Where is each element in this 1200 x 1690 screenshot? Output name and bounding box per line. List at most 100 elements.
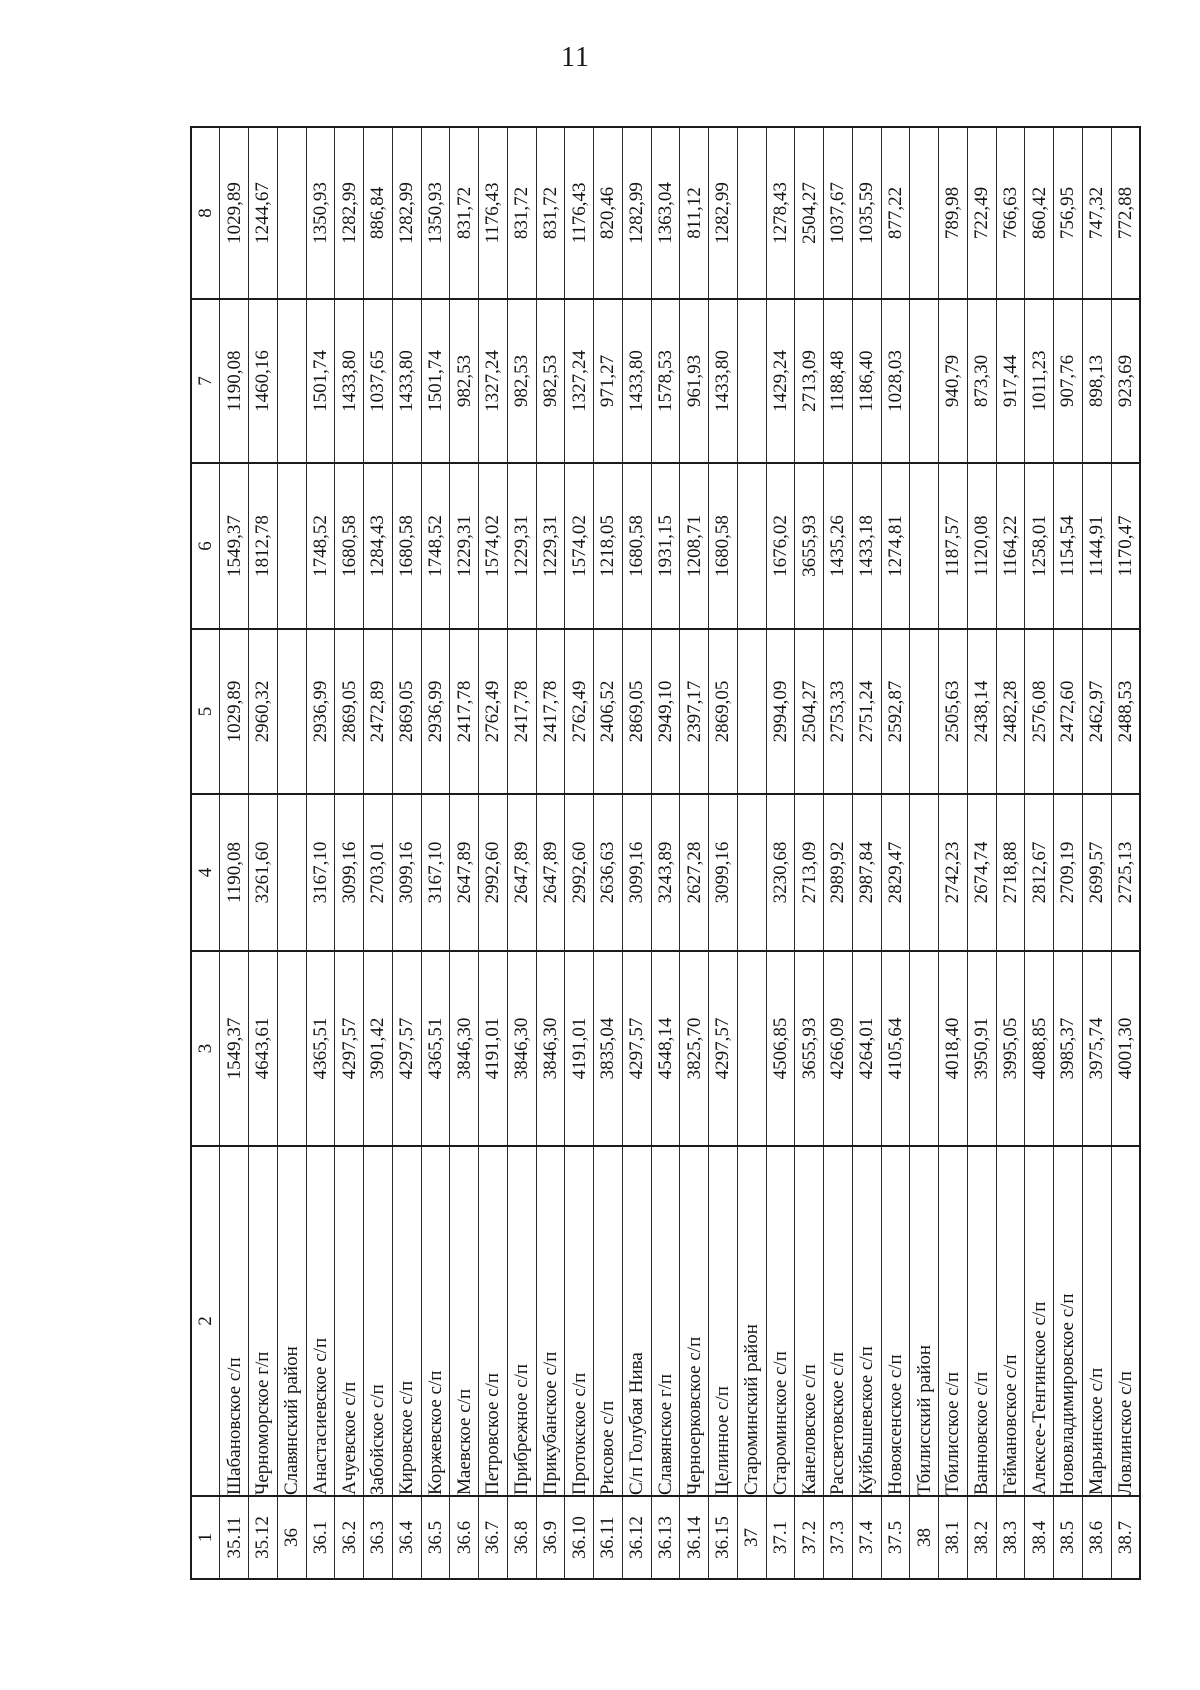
value-cell-col4: 2703,01: [363, 794, 393, 951]
table-row: 37.5 Новоясенское с/п 4105,64 2829,47 2592,8…: [881, 127, 910, 1579]
value-cell-col4: 2647,89: [507, 794, 536, 951]
value-cell-col4: 3167,10: [306, 794, 335, 951]
value-cell-col4: 2713,09: [794, 794, 824, 951]
value-cell-col7: 1578,53: [651, 299, 680, 463]
value-cell-col8: 886,84: [363, 127, 393, 299]
value-cell-col8: 1282,99: [392, 127, 421, 299]
value-cell-col4: 2992,60: [478, 794, 508, 951]
value-cell-col5: 2949,10: [651, 629, 680, 794]
value-cell-col3: 4105,64: [881, 951, 910, 1146]
value-cell-col4: 2647,89: [449, 794, 479, 951]
value-cell-col8: 831,72: [536, 127, 565, 299]
value-cell-col3: 3835,04: [593, 951, 623, 1146]
value-cell-col4: 2647,89: [536, 794, 565, 951]
value-cell-col6: 1229,31: [536, 463, 565, 629]
value-cell-col4: 3099,16: [334, 794, 364, 951]
value-cell-col7: 917,44: [996, 299, 1025, 463]
row-number-cell: 35.11: [219, 1496, 249, 1579]
value-cell-col8: 1176,43: [478, 127, 508, 299]
value-cell-col7: 898,13: [1082, 299, 1111, 463]
row-number-cell: 36.6: [449, 1496, 479, 1579]
value-cell-col3: 3825,70: [679, 951, 709, 1146]
value-cell-col4: 3243,89: [651, 794, 680, 951]
value-cell-col8: [737, 127, 766, 299]
value-cell-col8: [909, 127, 939, 299]
table-row: 36.3 Забойское с/п 3901,42 2703,01 2472,89 12…: [363, 127, 393, 1579]
row-number-cell: 37.5: [881, 1496, 910, 1579]
value-cell-col5: 2397,17: [679, 629, 709, 794]
table-row: 35.12 Черноморское г/п 4643,61 3261,60 2960,…: [248, 127, 278, 1579]
value-cell-col3: 4643,61: [248, 951, 278, 1146]
value-cell-col3: 4365,51: [421, 951, 450, 1146]
column-header-4: 4: [191, 794, 220, 951]
row-number-cell: 38.3: [996, 1496, 1025, 1579]
row-number-cell: 37.2: [794, 1496, 824, 1579]
row-number-cell: 36.9: [536, 1496, 565, 1579]
value-cell-col5: 2417,78: [507, 629, 536, 794]
value-cell-col3: [737, 951, 766, 1146]
table-row: 36.1 Анастасиевское с/п 4365,51 3167,10 2936…: [306, 127, 335, 1579]
value-cell-col8: 756,95: [1053, 127, 1083, 299]
value-cell-col6: 1144,91: [1082, 463, 1111, 629]
value-cell-col5: [737, 629, 766, 794]
value-cell-col5: 2762,49: [564, 629, 594, 794]
value-cell-col4: 3099,16: [622, 794, 651, 951]
value-cell-col3: 4297,57: [708, 951, 738, 1146]
territory-name-cell: Тбилисское с/п: [938, 1146, 968, 1496]
table-row: 37.2 Канеловское с/п 3655,93 2713,09 2504,27…: [794, 127, 824, 1579]
row-number-cell: 36.15: [708, 1496, 738, 1579]
value-cell-col4: 1190,08: [219, 794, 249, 951]
value-cell-col6: 1680,58: [334, 463, 364, 629]
territory-name-cell: Коржевское с/п: [421, 1146, 450, 1496]
value-cell-col6: 1170,47: [1111, 463, 1140, 629]
table-row: 37.1 Староминское с/п 4506,85 3230,68 2994,0…: [766, 127, 795, 1579]
value-cell-col4: 3167,10: [421, 794, 450, 951]
value-cell-col8: 1282,99: [334, 127, 364, 299]
row-number-cell: 36.14: [679, 1496, 709, 1579]
row-number-cell: 38.5: [1053, 1496, 1083, 1579]
value-cell-col6: 1218,05: [593, 463, 623, 629]
value-cell-col6: 1274,81: [881, 463, 910, 629]
value-cell-col7: [737, 299, 766, 463]
value-cell-col5: 2576,08: [1024, 629, 1054, 794]
value-cell-col4: 2812,67: [1024, 794, 1054, 951]
value-cell-col8: [277, 127, 306, 299]
value-cell-col5: 2869,05: [392, 629, 421, 794]
value-cell-col8: 1278,43: [766, 127, 795, 299]
row-number-cell: 38.4: [1024, 1496, 1054, 1579]
value-cell-col5: 2936,99: [306, 629, 335, 794]
value-cell-col3: 3975,74: [1082, 951, 1111, 1146]
value-cell-col5: 2936,99: [421, 629, 450, 794]
value-cell-col3: [277, 951, 306, 1146]
territory-name-cell: Марьинское с/п: [1082, 1146, 1111, 1496]
value-cell-col6: 1258,01: [1024, 463, 1054, 629]
value-cell-col6: 1549,37: [219, 463, 249, 629]
value-cell-col5: 2869,05: [708, 629, 738, 794]
value-cell-col6: 1435,26: [823, 463, 853, 629]
value-cell-col8: 789,98: [938, 127, 968, 299]
territory-name-cell: Тбилисский район: [909, 1146, 939, 1496]
value-cell-col7: 982,53: [507, 299, 536, 463]
territory-name-cell: Староминское с/п: [766, 1146, 795, 1496]
value-cell-col3: 4266,09: [823, 951, 853, 1146]
value-cell-col5: 2406,52: [593, 629, 623, 794]
value-cell-col7: 1327,24: [478, 299, 508, 463]
value-cell-col3: 4297,57: [622, 951, 651, 1146]
value-cell-col4: 2987,84: [852, 794, 881, 951]
table-row: 38.3 Геймановское с/п 3995,05 2718,88 2482,2…: [996, 127, 1025, 1579]
territory-name-cell: Прикубанское с/п: [536, 1146, 565, 1496]
value-cell-col7: 1433,80: [708, 299, 738, 463]
value-cell-col3: 3901,42: [363, 951, 393, 1146]
value-cell-col7: 1190,08: [219, 299, 249, 463]
row-number-cell: 38: [909, 1496, 939, 1579]
value-cell-col5: 2753,33: [823, 629, 853, 794]
value-cell-col7: 1433,80: [392, 299, 421, 463]
value-cell-col6: 1812,78: [248, 463, 278, 629]
table-row: 38.1 Тбилисское с/п 4018,40 2742,23 2505,63 1…: [938, 127, 968, 1579]
territory-name-cell: Староминский район: [737, 1146, 766, 1496]
section-row: 38 Тбилисский район: [909, 127, 939, 1579]
value-cell-col3: 4001,30: [1111, 951, 1140, 1146]
